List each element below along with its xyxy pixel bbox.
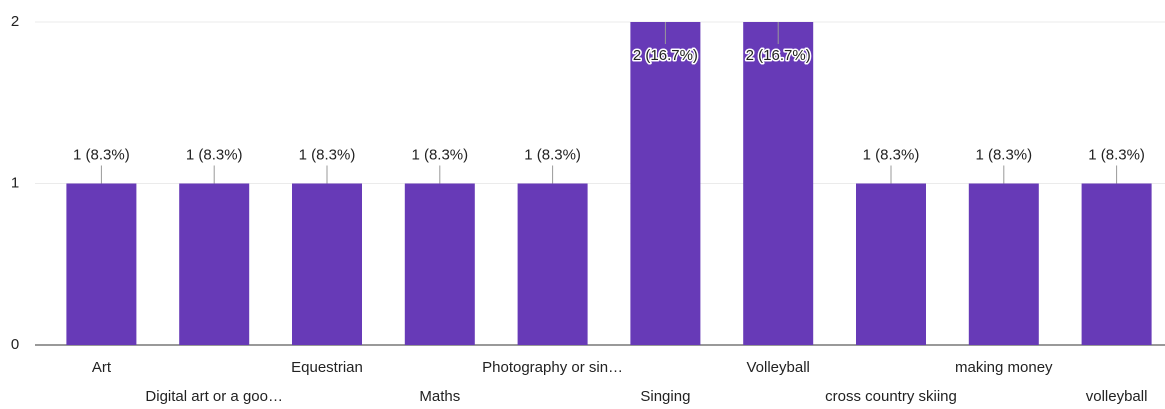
x-tick-label: Photography or sin… [482,359,623,376]
x-tick-label: Art [92,359,112,376]
data-label: 1 (8.3%) [73,146,130,163]
data-label: 1 (8.3%) [186,146,243,163]
data-label: 1 (8.3%) [524,146,581,163]
bar [1081,183,1152,345]
y-tick-label: 0 [11,336,19,353]
x-tick-label: making money [955,359,1053,376]
data-label: 1 (8.3%) [863,146,920,163]
bar [743,22,814,345]
x-tick-label: Singing [640,388,690,405]
bar [630,22,701,345]
data-label: 1 (8.3%) [1088,146,1145,163]
bar [179,183,250,345]
bar [404,183,475,345]
y-tick-label: 1 [11,174,19,191]
x-tick-label: Equestrian [291,359,363,376]
x-tick-label: Maths [419,388,460,405]
data-label: 1 (8.3%) [975,146,1032,163]
x-tick-label: Volleyball [747,359,810,376]
y-tick-label: 2 [11,13,19,30]
x-tick-label: cross country skiing [825,388,957,405]
data-label: 2 (16.7%) [633,47,698,64]
bar [66,183,137,345]
bar [968,183,1039,345]
bar [517,183,588,345]
x-tick-label: volleyball [1086,388,1148,405]
bar [292,183,362,345]
data-label: 2 (16.7%) [746,47,811,64]
data-label: 1 (8.3%) [411,146,468,163]
x-tick-label: Digital art or a goo… [145,388,283,405]
data-label: 1 (8.3%) [299,146,356,163]
bar [856,183,926,345]
